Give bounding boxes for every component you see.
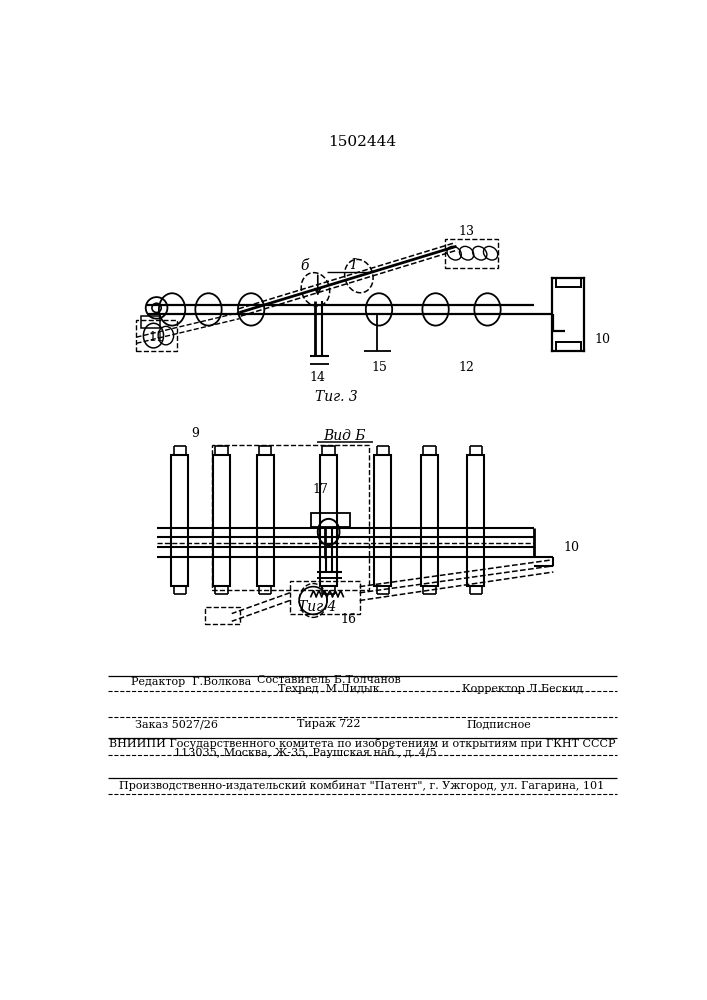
Text: 10: 10 xyxy=(563,541,580,554)
Text: Подписное: Подписное xyxy=(467,719,532,729)
Text: Составитель Б.Толчанов: Составитель Б.Толчанов xyxy=(257,675,400,685)
Bar xyxy=(213,455,230,586)
Bar xyxy=(320,455,337,586)
Text: Τиг 4: Τиг 4 xyxy=(298,600,337,614)
Text: 11: 11 xyxy=(148,331,165,344)
Text: 9: 9 xyxy=(192,427,199,440)
Text: 16: 16 xyxy=(340,613,356,626)
Text: 17: 17 xyxy=(313,483,329,496)
Bar xyxy=(467,455,484,586)
Text: Корректор Л.Бескид: Корректор Л.Бескид xyxy=(462,684,583,694)
Bar xyxy=(421,455,438,586)
Bar xyxy=(257,455,274,586)
Text: Τиг. 3: Τиг. 3 xyxy=(315,390,358,404)
Text: ВНИИПИ Государственного комитета по изобретениям и открытиям при ГКНТ СССР: ВНИИПИ Государственного комитета по изоб… xyxy=(109,738,615,749)
Bar xyxy=(141,316,160,328)
Text: 14: 14 xyxy=(310,371,326,384)
Bar xyxy=(171,455,188,586)
Text: б: б xyxy=(300,259,308,273)
Text: 12: 12 xyxy=(459,361,474,374)
Text: I: I xyxy=(351,258,356,272)
Text: Заказ 5027/26: Заказ 5027/26 xyxy=(135,719,218,729)
Bar xyxy=(212,445,369,590)
Text: 13: 13 xyxy=(459,225,474,238)
Bar xyxy=(445,239,498,268)
Text: 15: 15 xyxy=(371,361,387,374)
Bar xyxy=(311,513,349,527)
Text: 1502444: 1502444 xyxy=(328,135,396,149)
Text: Тираж 722: Тираж 722 xyxy=(297,719,361,729)
Text: Производственно-издательский комбинат "Патент", г. Ужгород, ул. Гагарина, 101: Производственно-издательский комбинат "П… xyxy=(119,780,604,791)
Text: Техред  М.Лидык: Техред М.Лидык xyxy=(278,684,380,694)
Text: Редактор  Г.Волкова: Редактор Г.Волкова xyxy=(131,677,251,687)
Bar xyxy=(136,320,177,351)
Bar xyxy=(204,607,240,624)
Text: Вид Б: Вид Б xyxy=(323,429,366,443)
Bar xyxy=(290,581,360,614)
Text: 113035, Москва, Ж-35, Раушская наб., д. 4/5: 113035, Москва, Ж-35, Раушская наб., д. … xyxy=(174,747,437,758)
Text: 10: 10 xyxy=(595,333,610,346)
Bar xyxy=(374,455,392,586)
